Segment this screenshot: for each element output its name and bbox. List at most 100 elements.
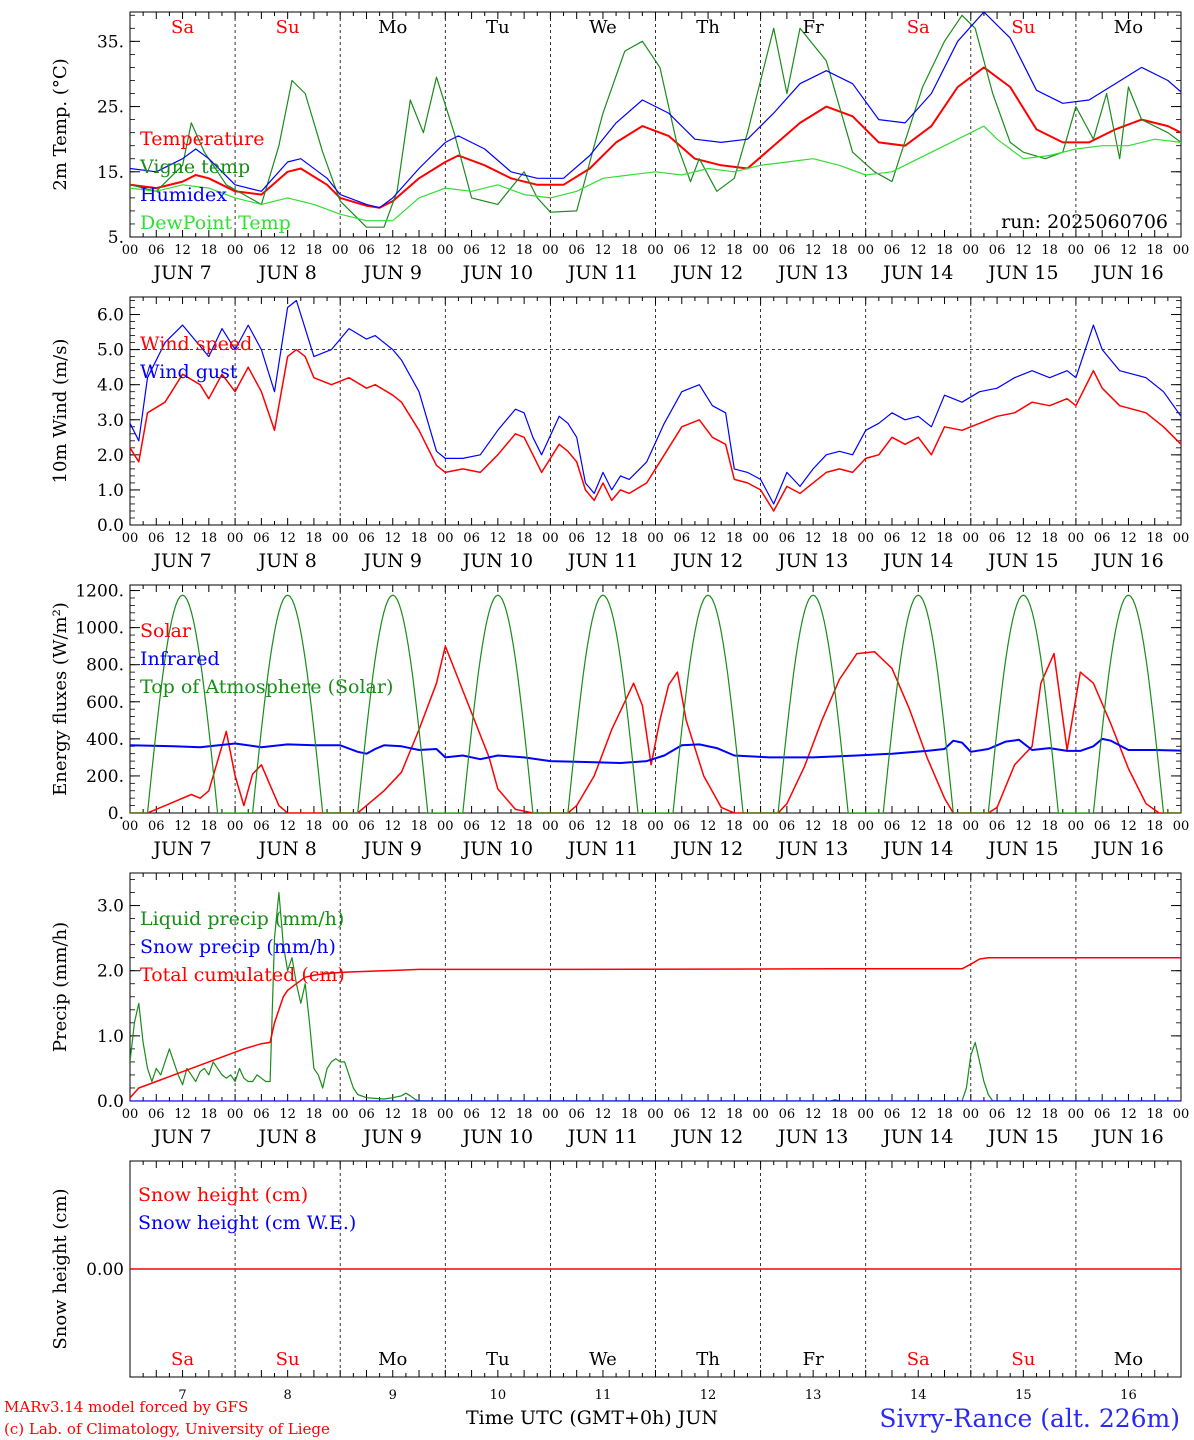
- day-label: Tu: [486, 1349, 510, 1370]
- hour-tick-label: 12: [700, 819, 717, 834]
- hour-tick-label: 00: [647, 1107, 664, 1122]
- y-tick-label: 3.0: [97, 897, 124, 917]
- hour-tick-label: 12: [910, 531, 927, 546]
- hour-tick-label: 18: [621, 243, 638, 258]
- hour-tick-label: 18: [306, 531, 323, 546]
- hour-tick-label: 18: [516, 819, 533, 834]
- hour-tick-label: 12: [490, 819, 507, 834]
- hour-tick-label: 00: [437, 819, 454, 834]
- y-tick-label: 0.0: [97, 1092, 124, 1112]
- day-label: Th: [696, 1349, 720, 1370]
- hour-tick-label: 06: [779, 531, 796, 546]
- hour-tick-label: 18: [411, 531, 428, 546]
- hour-tick-label: 00: [857, 819, 874, 834]
- hour-tick-label: 00: [542, 1107, 559, 1122]
- hour-tick-label: 00: [1068, 819, 1085, 834]
- hour-tick-label: 06: [884, 1107, 901, 1122]
- hour-tick-label: 00: [752, 819, 769, 834]
- day-number: 15: [1015, 1388, 1032, 1403]
- date-label: JUN 9: [362, 550, 422, 572]
- y-tick-label: 2.0: [97, 446, 124, 466]
- hour-tick-label: 18: [726, 243, 743, 258]
- hour-tick-label: 06: [674, 243, 691, 258]
- hour-tick-label: 06: [463, 531, 480, 546]
- y-axis-label: 10m Wind (m/s): [50, 339, 71, 484]
- hour-tick-label: 06: [779, 1107, 796, 1122]
- hour-tick-label: 00: [122, 1107, 139, 1122]
- y-axis-label: 2m Temp. (°C): [50, 58, 71, 190]
- series-line-solar: [130, 645, 1181, 813]
- hour-tick-label: 18: [831, 819, 848, 834]
- hour-tick-label: 06: [463, 243, 480, 258]
- hour-tick-label: 12: [174, 243, 191, 258]
- y-tick-label: 3.0: [97, 411, 124, 431]
- hour-tick-label: 12: [174, 531, 191, 546]
- hour-tick-label: 18: [621, 819, 638, 834]
- hour-tick-label: 06: [148, 243, 165, 258]
- day-number: 12: [700, 1388, 717, 1403]
- hour-tick-label: 00: [752, 243, 769, 258]
- legend-entry: DewPoint Temp: [140, 212, 291, 234]
- hour-tick-label: 00: [857, 1107, 874, 1122]
- day-label: Sa: [171, 1349, 194, 1370]
- legend-entry: Total cumulated (cm): [140, 964, 345, 986]
- date-label: JUN 13: [776, 1126, 848, 1148]
- hour-tick-label: 06: [358, 819, 375, 834]
- hour-tick-label: 06: [884, 243, 901, 258]
- hour-tick-label: 18: [831, 531, 848, 546]
- date-label: JUN 16: [1091, 838, 1163, 860]
- date-label: JUN 12: [671, 262, 743, 284]
- footer-lab-credit: (c) Lab. of Climatology, University of L…: [4, 1420, 330, 1438]
- date-label: JUN 14: [881, 262, 953, 284]
- hour-tick-label: 00: [1173, 531, 1190, 546]
- run-label: run: 2025060706: [1001, 211, 1168, 233]
- hour-tick-label: 06: [148, 531, 165, 546]
- day-label: Mo: [378, 17, 407, 38]
- hour-tick-label: 00: [437, 1107, 454, 1122]
- day-label: We: [589, 17, 617, 38]
- date-label: JUN 7: [151, 262, 211, 284]
- legend-entry: Liquid precip (mm/h): [140, 908, 344, 930]
- hour-tick-label: 12: [700, 1107, 717, 1122]
- hour-tick-label: 00: [437, 243, 454, 258]
- hour-tick-label: 00: [122, 243, 139, 258]
- hour-tick-label: 12: [805, 1107, 822, 1122]
- hour-tick-label: 06: [463, 1107, 480, 1122]
- date-label: JUN 13: [776, 838, 848, 860]
- hour-tick-label: 18: [621, 1107, 638, 1122]
- hour-tick-label: 18: [936, 819, 953, 834]
- hour-tick-label: 18: [516, 1107, 533, 1122]
- series-line-wind-speed: [130, 348, 1181, 512]
- hour-tick-label: 18: [831, 1107, 848, 1122]
- date-label: JUN 11: [566, 262, 638, 284]
- hour-tick-label: 00: [647, 531, 664, 546]
- hour-tick-label: 06: [148, 819, 165, 834]
- y-tick-label: 15.: [97, 163, 124, 183]
- hour-tick-label: 18: [1146, 531, 1163, 546]
- date-label: JUN 11: [566, 550, 638, 572]
- date-label: JUN 10: [461, 1126, 533, 1148]
- hour-tick-label: 12: [384, 819, 401, 834]
- hour-tick-label: 06: [358, 243, 375, 258]
- hour-tick-label: 06: [1094, 819, 1111, 834]
- date-label: JUN 16: [1091, 262, 1163, 284]
- series-line-top-of-atmosphere-solar-: [130, 594, 1181, 813]
- hour-tick-label: 00: [963, 531, 980, 546]
- y-tick-label: 1200.: [75, 582, 124, 602]
- series-group: [130, 12, 1181, 228]
- hour-tick-label: 18: [306, 243, 323, 258]
- day-number: 7: [178, 1388, 186, 1403]
- hour-tick-label: 18: [1146, 243, 1163, 258]
- hour-tick-label: 06: [884, 531, 901, 546]
- panel-4: 0.0 1.0 2.0 3.0 Precip (mm/h) Liquid precip (…: [50, 872, 1189, 1148]
- hour-tick-label: 06: [884, 819, 901, 834]
- hour-tick-label: 12: [490, 1107, 507, 1122]
- hour-tick-label: 00: [1173, 243, 1190, 258]
- hour-tick-label: 18: [411, 819, 428, 834]
- y-tick-label: 200.: [86, 767, 124, 787]
- y-tick-label: 2.0: [97, 962, 124, 982]
- date-label: JUN 13: [776, 262, 848, 284]
- time-axis-label: Time UTC (GMT+0h) JUN: [466, 1407, 718, 1429]
- hour-tick-label: 12: [490, 243, 507, 258]
- date-label: JUN 14: [881, 1126, 953, 1148]
